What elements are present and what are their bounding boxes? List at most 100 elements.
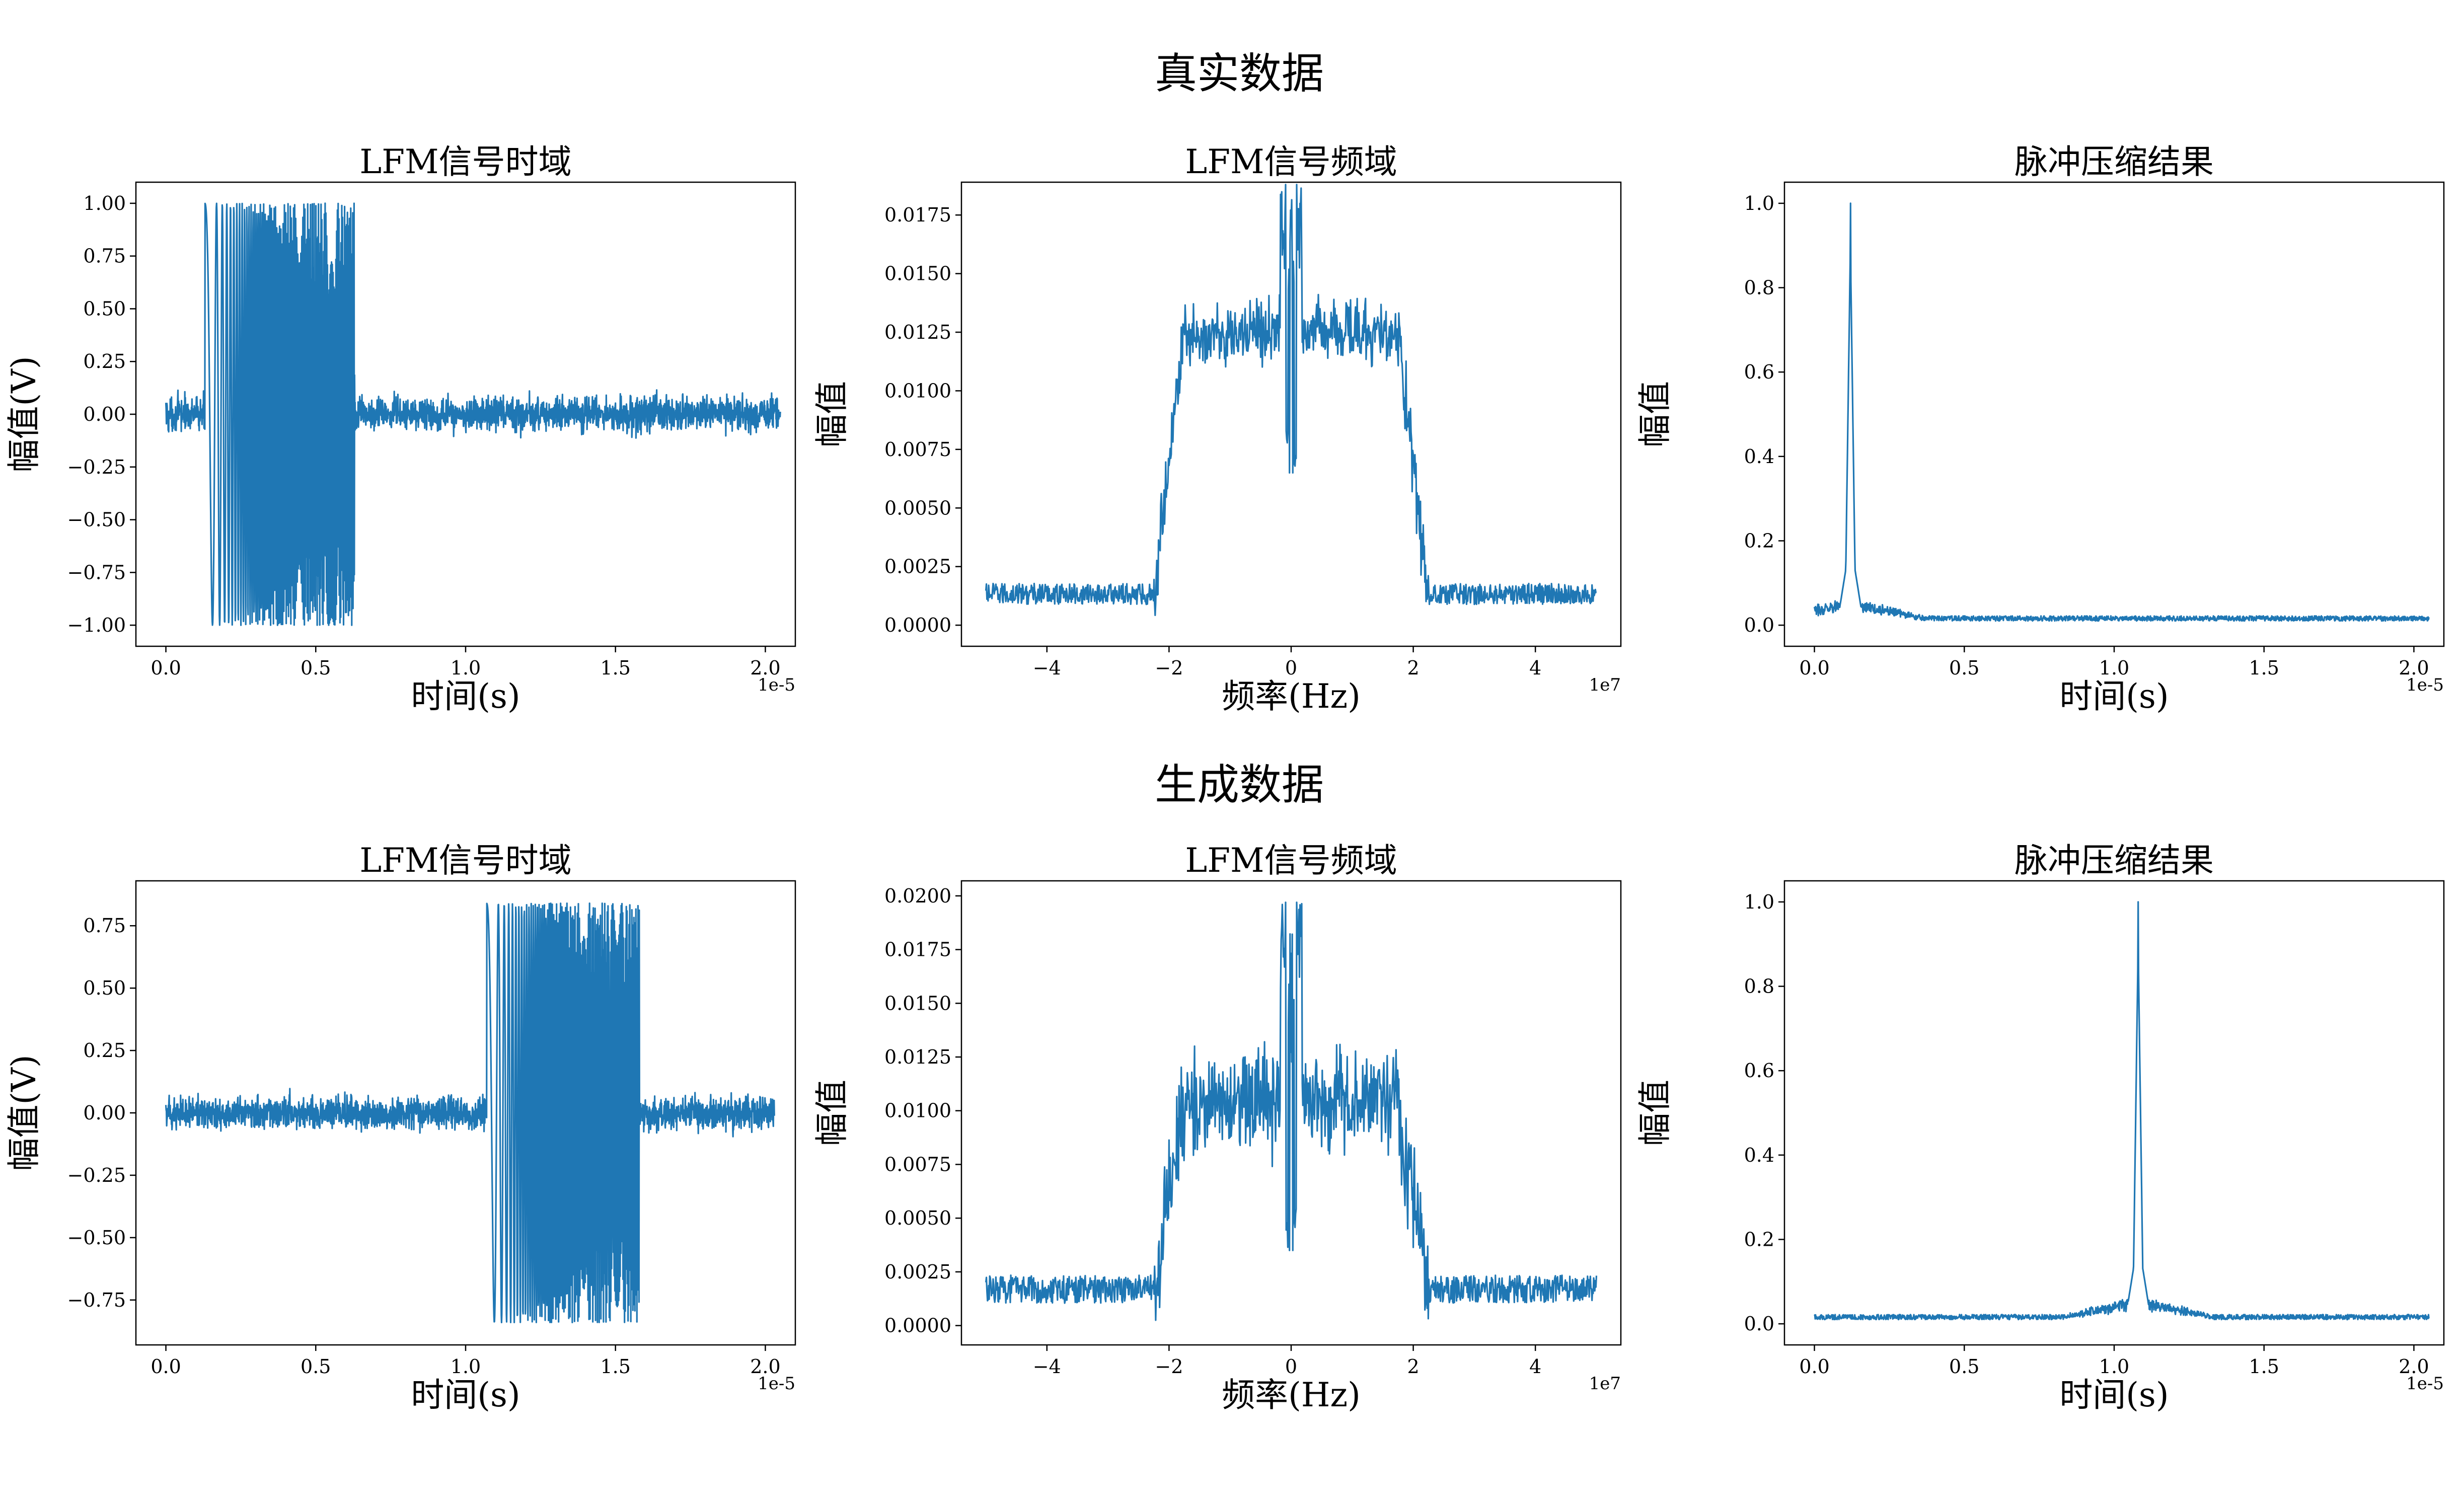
x-tick-label: 0.0 [1799, 1355, 1829, 1378]
series-line [165, 902, 775, 1323]
x-tick-label: 2 [1407, 1355, 1419, 1378]
y-tick-label: 1.0 [1744, 891, 1774, 913]
x-tick-label: 1.5 [2249, 1355, 2279, 1378]
x-tick-label: 1.5 [601, 657, 631, 679]
x-tick-label: 1.0 [451, 657, 481, 679]
x-tick-label: 2.0 [2399, 657, 2429, 679]
subplot-0-1: LFM信号频域 −4 −2 0 2 4 0.0000 0.0025 0.0050 0.0075 0.… [812, 142, 1622, 716]
x-tick-label: −4 [1033, 1355, 1061, 1378]
x-tick-label: −4 [1033, 657, 1061, 679]
x-tick-label: 0 [1285, 1355, 1297, 1378]
y-tick-label: −0.75 [67, 1289, 126, 1311]
y-tick-label: 0.8 [1744, 277, 1774, 299]
series-line [985, 901, 1598, 1321]
y-tick-label: 0.0100 [884, 1100, 951, 1122]
y-tick-label: 0.0025 [884, 556, 951, 578]
y-tick-label: 0.0075 [884, 1153, 951, 1175]
y-tick-label: 0.0075 [884, 438, 951, 461]
x-tick-label: 1.0 [2099, 657, 2129, 679]
subplot-1-1: LFM信号频域 −4 −2 0 2 4 0.0000 0.0025 0.0050 0.0075 0.… [812, 841, 1622, 1414]
subplot-title: LFM信号频域 [1185, 841, 1397, 880]
subplot-title: 脉冲压缩结果 [2014, 142, 2214, 181]
y-tick-label: 0.4 [1744, 1144, 1774, 1166]
y-tick-label: 0.0125 [884, 321, 951, 343]
y-tick-label: 0.0 [1744, 1313, 1774, 1335]
y-axis-label: 幅值(V) [5, 1054, 43, 1171]
y-tick-label: 0.0050 [884, 1207, 951, 1229]
y-tick-label: 0.75 [83, 915, 126, 937]
y-tick-label: 0.0025 [884, 1261, 951, 1283]
y-tick-label: 0.00 [83, 403, 126, 425]
subplot-title: LFM信号时域 [359, 142, 571, 181]
x-tick-label: 4 [1529, 1355, 1541, 1378]
y-tick-label: 0.50 [83, 977, 126, 999]
x-tick-label: 1.0 [451, 1355, 481, 1378]
x-tick-label: 0.5 [301, 1355, 331, 1378]
y-tick-label: −0.75 [67, 561, 126, 583]
x-offset-text: 1e-5 [2406, 675, 2444, 695]
x-offset-text: 1e7 [1589, 675, 1621, 695]
x-offset-text: 1e-5 [2406, 1374, 2444, 1394]
x-tick-label: 0 [1285, 657, 1297, 679]
x-tick-label: 1.5 [601, 1355, 631, 1378]
y-tick-label: 0.2 [1744, 1228, 1774, 1250]
y-tick-label: 0.0000 [884, 1315, 951, 1337]
y-tick-label: 0.0150 [884, 992, 951, 1014]
y-tick-label: −1.00 [67, 614, 126, 636]
y-tick-label: 0.4 [1744, 445, 1774, 468]
subplot-title: 脉冲压缩结果 [2014, 841, 2214, 880]
y-tick-label: 0.75 [83, 245, 126, 267]
y-tick-label: 0.0100 [884, 380, 951, 402]
y-tick-label: −0.50 [67, 1227, 126, 1249]
y-tick-label: 0.25 [83, 350, 126, 372]
y-tick-label: 1.0 [1744, 192, 1774, 214]
x-axis-label: 时间(s) [2059, 1376, 2169, 1414]
x-offset-text: 1e-5 [758, 1374, 795, 1394]
x-tick-label: 4 [1529, 657, 1541, 679]
y-tick-label: 0.0200 [884, 885, 951, 907]
y-tick-label: 0.0050 [884, 497, 951, 519]
x-tick-label: 0.5 [301, 657, 331, 679]
axes-frame [1783, 181, 2445, 647]
x-tick-label: −2 [1155, 657, 1183, 679]
row-title-real: 真实数据 [1155, 49, 1324, 98]
y-axis-label: 幅值 [812, 1080, 851, 1146]
series-line [1814, 901, 2430, 1321]
x-tick-label: 1.5 [2249, 657, 2279, 679]
x-tick-label: 2.0 [750, 1355, 780, 1378]
y-tick-label: −0.25 [67, 456, 126, 478]
x-offset-text: 1e-5 [758, 675, 795, 695]
x-tick-label: −2 [1155, 1355, 1183, 1378]
y-tick-label: 0.0150 [884, 263, 951, 285]
y-axis-label: 幅值 [1635, 381, 1674, 447]
x-tick-label: 0.0 [151, 657, 181, 679]
axes-frame [960, 880, 1622, 1346]
series-line [1813, 202, 2430, 622]
x-axis-label: 频率(Hz) [1222, 1376, 1361, 1414]
x-tick-label: 2.0 [750, 657, 780, 679]
y-tick-label: 0.00 [83, 1102, 126, 1124]
subplot-0-0: LFM信号时域 0.0 0.5 1.0 1.5 2.0 −1.00 −0.75 −0.50 −0.… [5, 142, 796, 716]
y-tick-label: 1.00 [83, 192, 126, 214]
x-axis-label: 时间(s) [2059, 677, 2169, 716]
x-offset-text: 1e7 [1589, 1374, 1621, 1394]
x-axis-label: 频率(Hz) [1222, 677, 1361, 716]
x-axis-label: 时间(s) [411, 677, 520, 716]
subplot-0-2: 脉冲压缩结果 0.0 0.5 1.0 1.5 2.0 0.0 0.2 0.4 0.6 0.8 1.0 1… [1635, 142, 2445, 716]
y-tick-label: −0.25 [67, 1164, 126, 1186]
y-tick-label: 0.50 [83, 297, 126, 320]
subplot-grid: LFM信号时域 0.0 0.5 1.0 1.5 2.0 −1.00 −0.75 −0.50 −0.… [5, 142, 2445, 1414]
series-line [165, 202, 781, 626]
subplot-1-2: 脉冲压缩结果 0.0 0.5 1.0 1.5 2.0 0.0 0.2 0.4 0.6 0.8 1.0 1… [1635, 841, 2445, 1414]
y-axis-label: 幅值(V) [5, 356, 43, 472]
y-tick-label: 0.2 [1744, 530, 1774, 552]
series-line [985, 184, 1597, 616]
x-tick-label: 2 [1407, 657, 1419, 679]
y-axis-label: 幅值 [1635, 1080, 1674, 1146]
subplot-1-0: LFM信号时域 0.0 0.5 1.0 1.5 2.0 −0.75 −0.50 −0.25 0.0… [5, 841, 796, 1414]
y-tick-label: 0.6 [1744, 1060, 1774, 1082]
y-tick-label: 0.0175 [884, 939, 951, 961]
y-tick-label: 0.0125 [884, 1046, 951, 1068]
x-axis-label: 时间(s) [411, 1376, 520, 1414]
